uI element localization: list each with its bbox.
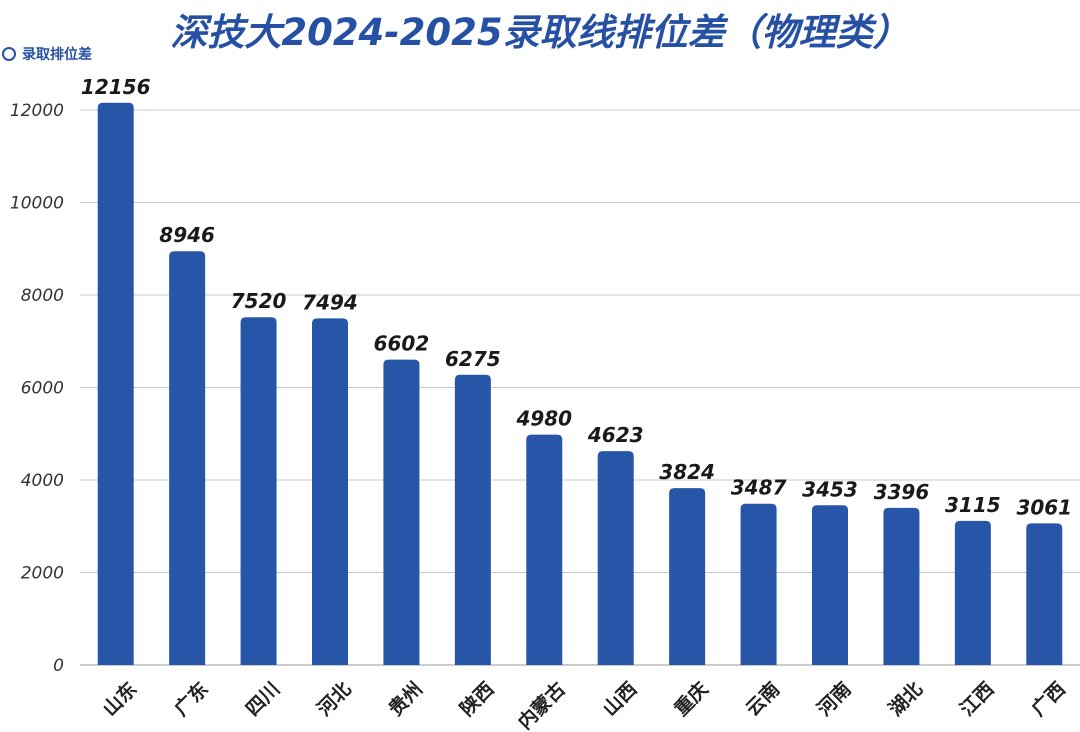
bar [526, 434, 563, 665]
bar [1026, 523, 1063, 665]
data-label: 3487 [731, 476, 787, 500]
x-tick-label: 贵州 [385, 678, 427, 720]
legend-label: 录取排位差 [22, 47, 92, 63]
bar [312, 318, 348, 665]
y-tick-label: 12000 [10, 101, 64, 121]
chart-title: 深技大2024-2025录取线排位差（物理类） [170, 11, 910, 54]
x-tick-label: 湖北 [885, 678, 927, 720]
data-label: 8946 [159, 223, 215, 247]
circle-outline-icon [2, 47, 16, 61]
x-tick-label: 河北 [313, 678, 355, 720]
data-label: 4980 [515, 407, 572, 431]
x-tick-label: 陕西 [455, 677, 498, 720]
data-label: 6602 [374, 332, 430, 356]
data-label: 3824 [659, 460, 715, 484]
y-tick-label: 10000 [10, 194, 64, 214]
data-label: 3115 [945, 493, 1001, 517]
data-label: 4623 [587, 423, 644, 447]
x-tick-label: 河南 [813, 678, 855, 720]
x-tick-label: 广西 [1027, 677, 1070, 720]
bar [240, 317, 277, 665]
x-tick-label: 云南 [742, 678, 784, 720]
y-tick-label: 4000 [21, 471, 64, 491]
x-tick-label: 山西 [599, 678, 641, 720]
bar [597, 451, 634, 665]
y-tick-label: 8000 [21, 286, 64, 306]
bar [169, 251, 206, 665]
y-tick-label: 0 [53, 656, 64, 676]
bar [812, 505, 848, 665]
bar [454, 374, 491, 665]
data-label: 6275 [445, 347, 501, 371]
data-label: 12156 [81, 75, 151, 99]
x-tick-label: 重庆 [670, 677, 713, 720]
data-label: 7494 [302, 290, 358, 314]
x-tick-label: 广东 [170, 677, 213, 720]
x-tick-label: 山东 [98, 677, 141, 720]
data-label: 3061 [1016, 495, 1072, 519]
x-tick-label: 内蒙古 [513, 677, 570, 732]
y-tick-label: 2000 [21, 564, 64, 584]
bar [669, 488, 706, 665]
bar [883, 507, 920, 665]
data-label: 7520 [231, 289, 287, 313]
bar [740, 503, 777, 665]
bar [97, 102, 134, 665]
data-label: 3453 [802, 477, 858, 501]
data-label: 3396 [874, 480, 930, 504]
x-tick-label: 四川 [242, 678, 284, 720]
legend[interactable]: 录取排位差 [2, 44, 92, 64]
bar [383, 359, 420, 665]
y-tick-label: 6000 [21, 379, 64, 399]
x-tick-label: 江西 [956, 678, 998, 720]
bar [954, 520, 991, 665]
